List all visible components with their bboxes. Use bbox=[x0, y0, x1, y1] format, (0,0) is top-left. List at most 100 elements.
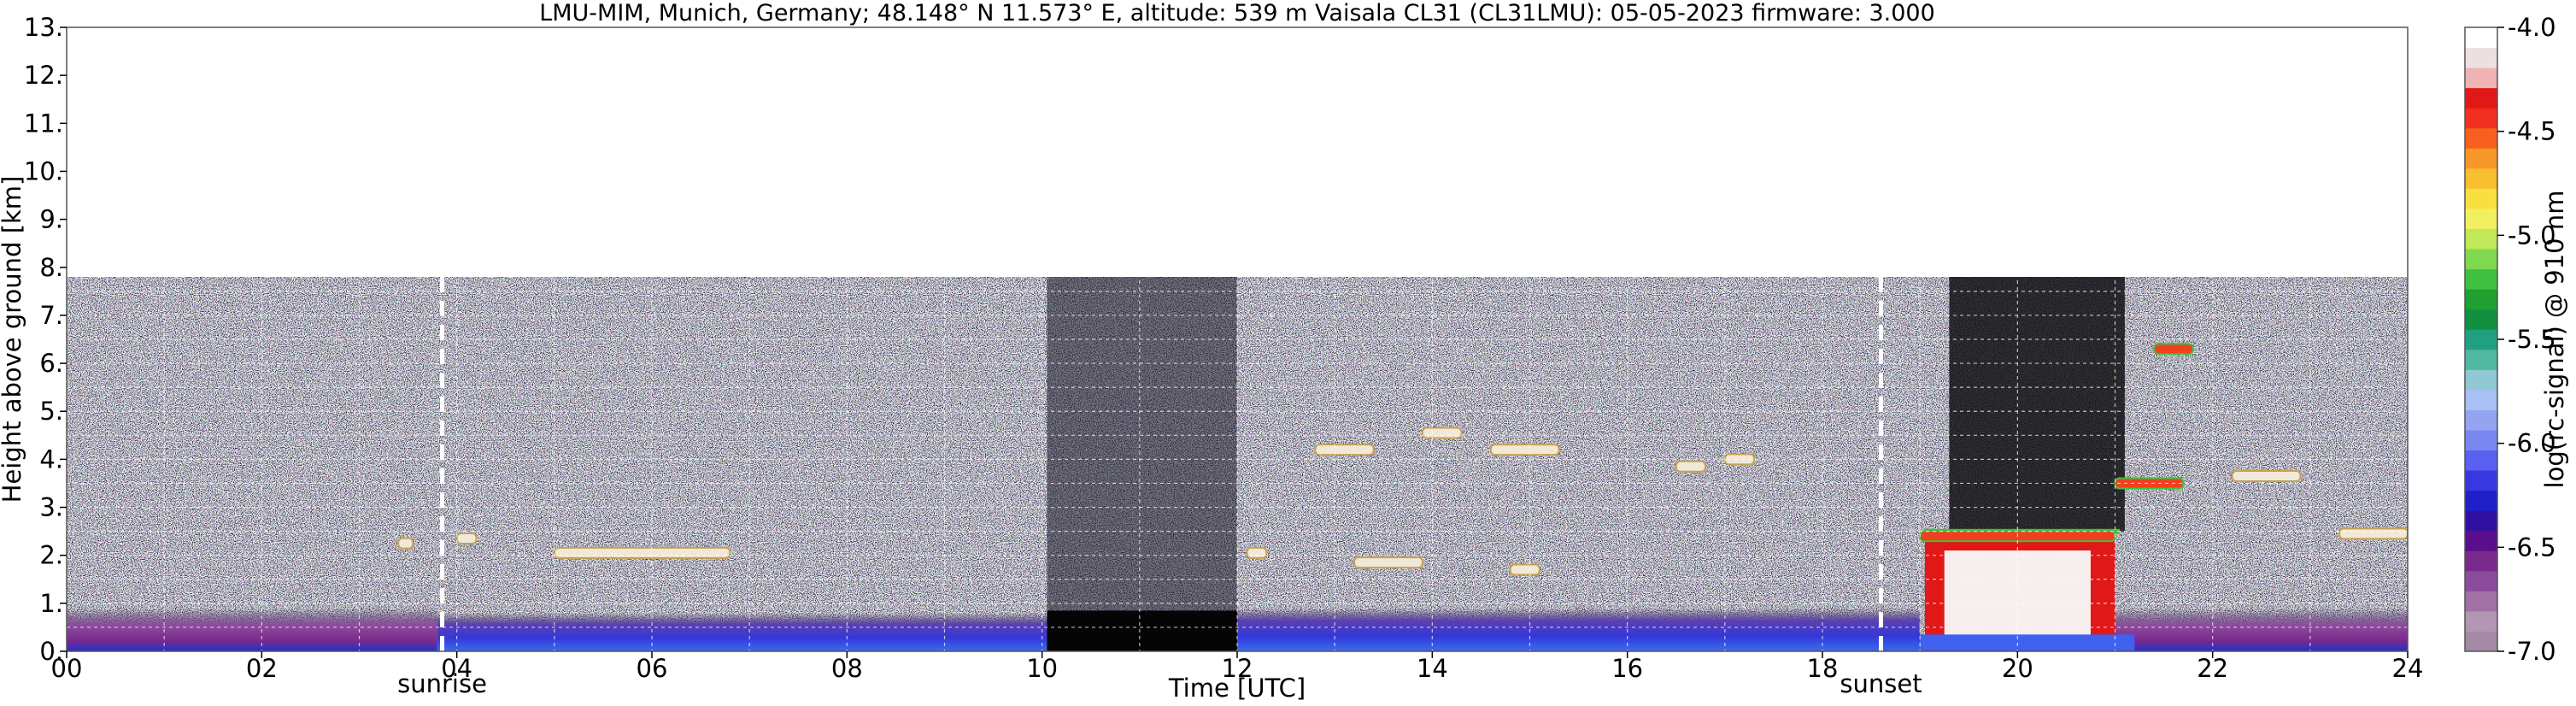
boundary-layer-3 bbox=[2115, 608, 2408, 651]
colorbar-tick-label-1: -4.5 bbox=[2508, 117, 2556, 146]
colorbar-cell-30 bbox=[2465, 27, 2497, 49]
cloud-layer-2 bbox=[553, 546, 731, 559]
cloud-layer-13 bbox=[2153, 343, 2194, 356]
colorbar-cells bbox=[2465, 27, 2497, 652]
colorbar-cell-1 bbox=[2465, 610, 2497, 632]
colorbar-cell-24 bbox=[2465, 148, 2497, 169]
boundary-layer-1 bbox=[437, 613, 1047, 651]
x-tick-label-5: 10 bbox=[1026, 654, 1058, 683]
cloud-layer-3 bbox=[1246, 546, 1268, 559]
cloud-layer-4 bbox=[1353, 556, 1423, 569]
marker-lines-group bbox=[440, 277, 1883, 651]
colorbar-tick-label-3: -5.5 bbox=[2508, 325, 2556, 354]
y-tick-label-2: 2. bbox=[39, 541, 63, 570]
y-tick-label-10: 10. bbox=[24, 156, 63, 185]
x-tick-label-0: 00 bbox=[51, 654, 83, 683]
marker-labels: sunrise sunset bbox=[397, 669, 1922, 698]
colorbar-cell-10 bbox=[2465, 429, 2497, 451]
x-tick-label-10: 20 bbox=[2002, 654, 2033, 683]
y-tick-label-9: 9. bbox=[39, 205, 63, 234]
no-data-period-upper-0 bbox=[1047, 277, 1237, 611]
y-tick-label-5: 5. bbox=[39, 397, 63, 426]
colorbar-cell-3 bbox=[2465, 570, 2497, 591]
attenuated-column bbox=[1949, 277, 2125, 532]
colorbar-cell-20 bbox=[2465, 228, 2497, 250]
y-tick-label-11: 11. bbox=[24, 109, 63, 138]
colorbar-cell-15 bbox=[2465, 329, 2497, 350]
colorbar-tick-label-6: -7.0 bbox=[2508, 637, 2556, 666]
boundary-layer-0 bbox=[67, 608, 437, 651]
colorbar-cell-8 bbox=[2465, 470, 2497, 491]
colorbar-tick-label-4: -6.0 bbox=[2508, 429, 2556, 458]
y-axis-label: Height above ground [km] bbox=[0, 176, 26, 503]
y-tick-label-13: 13. bbox=[24, 13, 63, 42]
y-tick-label-0: 0. bbox=[39, 637, 63, 666]
x-tick-label-7: 14 bbox=[1417, 654, 1448, 683]
colorbar-cell-16 bbox=[2465, 309, 2497, 330]
colorbar-cell-17 bbox=[2465, 289, 2497, 310]
no-data-period-0 bbox=[1047, 610, 1237, 651]
colorbar-cell-18 bbox=[2465, 268, 2497, 290]
colorbar-tick-label-2: -5.0 bbox=[2508, 221, 2556, 250]
y-tick-label-8: 8. bbox=[39, 253, 63, 282]
colorbar-cell-6 bbox=[2465, 510, 2497, 532]
y-tick-label-6: 6. bbox=[39, 349, 63, 378]
cloud-layer-15 bbox=[2338, 527, 2408, 540]
strong-signal-base bbox=[1920, 634, 2135, 651]
colorbar-cell-14 bbox=[2465, 349, 2497, 370]
y-tick-label-7: 7. bbox=[39, 301, 63, 330]
colorbar-label: log(rc-signal) @ 910 nm bbox=[2540, 191, 2569, 489]
chart-title: LMU-MIM, Munich, Germany; 48.148° N 11.5… bbox=[539, 0, 1935, 26]
colorbar-cell-27 bbox=[2465, 87, 2497, 109]
x-tick-label-11: 22 bbox=[2197, 654, 2228, 683]
colorbar-tick-label-5: -6.5 bbox=[2508, 532, 2556, 562]
cloud-layer-6 bbox=[1314, 444, 1375, 456]
marker-label-sunset: sunset bbox=[1840, 669, 1922, 698]
colorbar-cell-25 bbox=[2465, 127, 2497, 149]
y-tick-label-1: 1. bbox=[39, 589, 63, 618]
y-axis-ticks: 0. 1. 2. 3. 4. 5. 6. 7. 8. 9. 10. 11. 12. 13. bbox=[24, 13, 67, 666]
cloud-layer-8 bbox=[1489, 444, 1560, 456]
boundary-layer-2 bbox=[1237, 608, 1921, 651]
cloud-layer-0 bbox=[397, 537, 414, 550]
colorbar-cell-11 bbox=[2465, 409, 2497, 431]
colorbar-cell-19 bbox=[2465, 249, 2497, 270]
colorbar-cell-22 bbox=[2465, 188, 2497, 209]
marker-label-sunrise: sunrise bbox=[397, 669, 487, 698]
colorbar-cell-21 bbox=[2465, 208, 2497, 229]
y-tick-label-4: 4. bbox=[39, 444, 63, 474]
colorbar-cell-23 bbox=[2465, 168, 2497, 189]
cloud-layer-7 bbox=[1421, 427, 1463, 439]
colorbar-cell-2 bbox=[2465, 591, 2497, 612]
x-tick-label-4: 08 bbox=[831, 654, 863, 683]
cloud-layer-12 bbox=[2114, 477, 2185, 490]
x-axis-label: Time [UTC] bbox=[1168, 674, 1306, 703]
x-tick-label-2: 04 bbox=[441, 654, 472, 683]
colorbar-cell-29 bbox=[2465, 47, 2497, 68]
cloud-layer-1 bbox=[455, 532, 478, 545]
colorbar-cell-9 bbox=[2465, 450, 2497, 471]
grid-group bbox=[67, 27, 2408, 651]
cloud-layer-14 bbox=[2231, 470, 2302, 483]
x-tick-label-3: 06 bbox=[637, 654, 668, 683]
cloud-layer-5 bbox=[1509, 563, 1540, 576]
colorbar: -4.0 -4.5 -5.0 -5.5 -6.0 -6.5 -7.0 log(rc-sign… bbox=[2464, 13, 2569, 666]
colorbar-cell-7 bbox=[2465, 490, 2497, 511]
x-tick-label-9: 18 bbox=[1807, 654, 1839, 683]
cloud-layer-9 bbox=[1675, 460, 1706, 473]
x-tick-label-6: 12 bbox=[1222, 654, 1253, 683]
colorbar-ticks: -4.0 -4.5 -5.0 -5.5 -6.0 -6.5 -7.0 bbox=[2497, 13, 2556, 666]
x-tick-label-12: 24 bbox=[2392, 654, 2424, 683]
colorbar-cell-28 bbox=[2465, 68, 2497, 89]
colorbar-cell-13 bbox=[2465, 369, 2497, 391]
colorbar-cell-4 bbox=[2465, 550, 2497, 572]
colorbar-cell-0 bbox=[2465, 631, 2497, 652]
y-tick-label-12: 12. bbox=[24, 61, 63, 90]
colorbar-tick-label-0: -4.0 bbox=[2508, 13, 2556, 42]
boundary-layer-group bbox=[67, 608, 2408, 651]
x-tick-label-1: 02 bbox=[246, 654, 278, 683]
colorbar-cell-5 bbox=[2465, 530, 2497, 551]
colorbar-cell-12 bbox=[2465, 389, 2497, 410]
colorbar-cell-26 bbox=[2465, 108, 2497, 129]
